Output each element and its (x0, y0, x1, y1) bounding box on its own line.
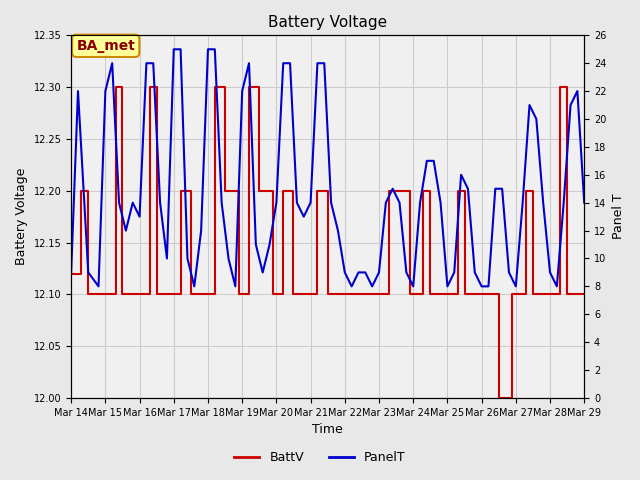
BattV (245, 84, 253, 90)
BattV (495, 395, 502, 401)
Title: Battery Voltage: Battery Voltage (268, 15, 387, 30)
X-axis label: Time: Time (312, 423, 343, 436)
Line: PanelT: PanelT (71, 49, 584, 287)
PanelT (580, 200, 588, 205)
BattV (406, 291, 413, 297)
Legend: BattV, PanelT: BattV, PanelT (229, 446, 411, 469)
PanelT (492, 186, 499, 192)
PanelT (471, 270, 479, 276)
BattV (112, 84, 120, 90)
Text: BA_met: BA_met (76, 39, 135, 53)
PanelT (540, 200, 547, 205)
Y-axis label: Battery Voltage: Battery Voltage (15, 168, 28, 265)
BattV (211, 84, 219, 90)
BattV (235, 291, 243, 297)
PanelT (95, 284, 102, 289)
PanelT (67, 270, 75, 276)
PanelT (484, 284, 492, 289)
Y-axis label: Panel T: Panel T (612, 194, 625, 240)
BattV (170, 291, 178, 297)
Line: BattV: BattV (71, 87, 584, 398)
PanelT (170, 47, 178, 52)
BattV (255, 188, 263, 193)
BattV (580, 291, 588, 297)
BattV (67, 271, 75, 276)
PanelT (122, 228, 130, 233)
PanelT (505, 270, 513, 276)
